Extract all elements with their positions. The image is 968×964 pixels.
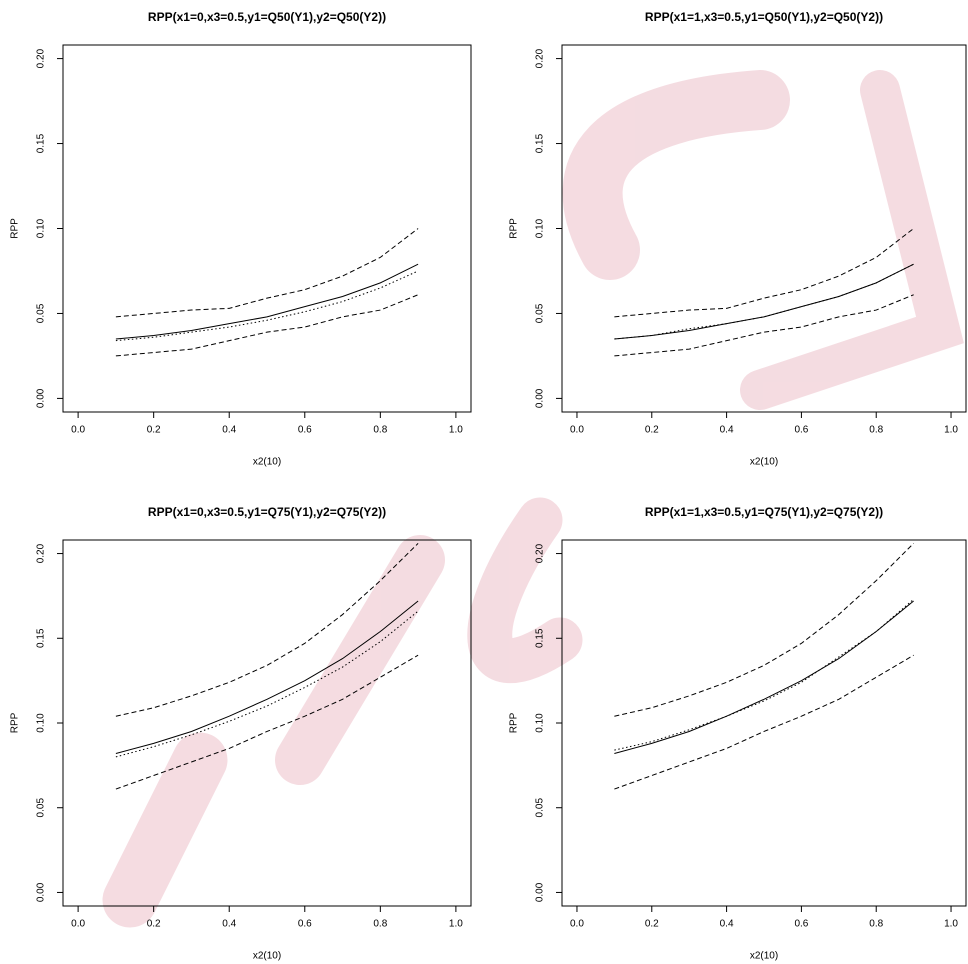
y-tick-label: 0.05 xyxy=(36,798,47,818)
y-tick-label: 0.15 xyxy=(535,133,546,153)
y-tick-label: 0.20 xyxy=(535,48,546,68)
watermark-stroke xyxy=(593,100,760,250)
x-axis-label: x2(10) xyxy=(750,951,778,962)
chart-title: RPP(x1=1,x3=0.5,y1=Q50(Y1),y2=Q50(Y2)) xyxy=(645,10,883,24)
x-tick-label: 0.4 xyxy=(720,919,734,930)
y-axis-label: RPP xyxy=(509,712,520,733)
x-axis-label: x2(10) xyxy=(253,457,281,468)
y-tick-label: 0.10 xyxy=(535,218,546,238)
x-tick-label: 0.4 xyxy=(720,425,734,436)
x-tick-label: 1.0 xyxy=(944,425,958,436)
x-tick-label: 0.2 xyxy=(645,425,659,436)
x-tick-label: 0.8 xyxy=(869,919,883,930)
x-tick-label: 0.4 xyxy=(222,919,236,930)
series-line xyxy=(614,264,913,339)
x-tick-label: 0.0 xyxy=(71,919,85,930)
series-line xyxy=(116,229,418,317)
watermark xyxy=(130,90,940,900)
x-tick-label: 0.8 xyxy=(373,919,387,930)
x-tick-label: 0.6 xyxy=(298,919,312,930)
plot-frame xyxy=(63,45,471,412)
watermark-stroke xyxy=(490,520,560,661)
panel: RPP(x1=0,x3=0.5,y1=Q50(Y1),y2=Q50(Y2)) x2… xyxy=(10,10,471,467)
x-tick-label: 1.0 xyxy=(944,919,958,930)
y-tick-label: 0.00 xyxy=(535,388,546,408)
y-tick-label: 0.10 xyxy=(535,713,546,733)
y-tick-label: 0.10 xyxy=(36,713,47,733)
series-line xyxy=(614,599,913,750)
x-tick-label: 0.0 xyxy=(570,425,584,436)
figure: RPP(x1=0,x3=0.5,y1=Q50(Y1),y2=Q50(Y2)) x2… xyxy=(0,0,968,964)
y-tick-label: 0.05 xyxy=(535,798,546,818)
watermark-stroke xyxy=(300,560,420,760)
x-tick-label: 0.0 xyxy=(71,425,85,436)
x-tick-label: 0.2 xyxy=(147,919,161,930)
y-tick-label: 0.15 xyxy=(36,628,47,648)
series-line xyxy=(614,655,913,789)
y-axis-label: RPP xyxy=(509,218,520,239)
x-tick-label: 1.0 xyxy=(449,425,463,436)
chart-title: RPP(x1=0,x3=0.5,y1=Q75(Y1),y2=Q75(Y2)) xyxy=(148,505,386,519)
y-tick-label: 0.20 xyxy=(535,543,546,563)
x-tick-label: 0.6 xyxy=(298,425,312,436)
series-line xyxy=(116,264,418,339)
watermark-stroke xyxy=(130,760,200,900)
x-tick-label: 1.0 xyxy=(449,919,463,930)
y-axis-label: RPP xyxy=(10,218,21,239)
series-line xyxy=(116,271,418,341)
series-line xyxy=(116,295,418,356)
series-line xyxy=(614,264,913,339)
chart-title: RPP(x1=1,x3=0.5,y1=Q75(Y1),y2=Q75(Y2)) xyxy=(645,505,883,519)
x-tick-label: 0.2 xyxy=(645,919,659,930)
watermark-stroke xyxy=(760,90,940,390)
series-line xyxy=(614,543,913,716)
x-tick-label: 0.6 xyxy=(794,425,808,436)
x-tick-label: 0.8 xyxy=(869,425,883,436)
series-line xyxy=(614,601,913,754)
chart-title: RPP(x1=0,x3=0.5,y1=Q50(Y1),y2=Q50(Y2)) xyxy=(148,10,386,24)
plot-frame xyxy=(562,540,966,906)
x-tick-label: 0.6 xyxy=(794,919,808,930)
x-tick-label: 0.2 xyxy=(147,425,161,436)
y-tick-label: 0.05 xyxy=(535,303,546,323)
y-tick-label: 0.15 xyxy=(36,133,47,153)
series-line xyxy=(614,229,913,317)
y-tick-label: 0.00 xyxy=(36,882,47,902)
panel: RPP(x1=1,x3=0.5,y1=Q75(Y1),y2=Q75(Y2)) x2… xyxy=(509,505,966,961)
y-tick-label: 0.00 xyxy=(535,882,546,902)
x-axis-label: x2(10) xyxy=(750,457,778,468)
y-tick-label: 0.20 xyxy=(36,48,47,68)
y-tick-label: 0.10 xyxy=(36,218,47,238)
y-tick-label: 0.05 xyxy=(36,303,47,323)
x-axis-label: x2(10) xyxy=(253,951,281,962)
x-tick-label: 0.0 xyxy=(570,919,584,930)
y-tick-label: 0.20 xyxy=(36,543,47,563)
y-tick-label: 0.00 xyxy=(36,388,47,408)
y-tick-label: 0.15 xyxy=(535,628,546,648)
x-tick-label: 0.4 xyxy=(222,425,236,436)
x-tick-label: 0.8 xyxy=(373,425,387,436)
y-axis-label: RPP xyxy=(10,712,21,733)
